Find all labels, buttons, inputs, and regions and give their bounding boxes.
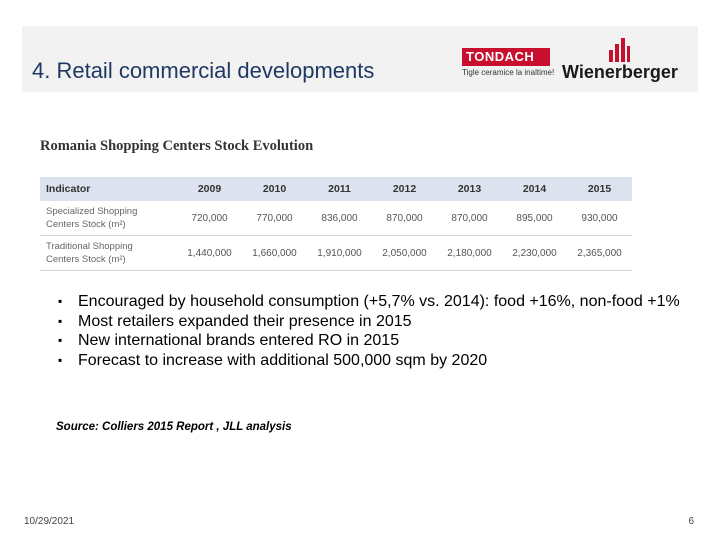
- row-label-line: Traditional Shopping: [46, 241, 133, 252]
- table-cell: 1,910,000: [307, 235, 372, 271]
- column-header: 2014: [522, 183, 547, 195]
- column-header: 2013: [457, 183, 482, 195]
- bullet-square-icon: ▪: [58, 313, 63, 328]
- page-number: 6: [688, 516, 694, 527]
- table-cell: 1,660,000: [242, 235, 307, 271]
- column-header: 2010: [262, 183, 287, 195]
- table-cell: 870,000: [372, 201, 437, 236]
- slide-title: 4. Retail commercial developments: [32, 58, 375, 83]
- row-label-line: Centers Stock (m²): [46, 254, 126, 265]
- table-cell: 2,230,000: [502, 235, 567, 271]
- column-header: 2012: [392, 183, 417, 195]
- tondach-logo: TONDACH: [462, 48, 550, 66]
- column-header: 2009: [197, 183, 222, 195]
- stock-table: Indicator 2009 2010 2011 2012 2013 2014 …: [40, 177, 632, 271]
- row-label-line: Specialized Shopping: [46, 206, 138, 217]
- source-note: Source: Colliers 2015 Report , JLL analy…: [56, 421, 292, 433]
- table-header-row: Indicator 2009 2010 2011 2012 2013 2014 …: [40, 177, 632, 201]
- logo-area: TONDACH Tigle ceramice la inaltime! Wien…: [460, 38, 692, 84]
- footer-date: 10/29/2021: [24, 516, 75, 527]
- column-header: Indicator: [46, 183, 91, 195]
- tondach-tagline: Tigle ceramice la inaltime!: [462, 68, 555, 77]
- header-band: [22, 26, 698, 92]
- bullet-square-icon: ▪: [58, 294, 63, 308]
- bullet-square-icon: ▪: [58, 333, 63, 347]
- table-title: Romania Shopping Centers Stock Evolution: [40, 138, 314, 154]
- bullet-item: ▪ New international brands entered RO in …: [58, 332, 400, 349]
- wienerberger-logo-icon: [609, 38, 630, 62]
- row-label: Specialized Shopping Centers Stock (m²): [40, 201, 177, 236]
- table-cell: 870,000: [437, 201, 502, 236]
- table-cell: 836,000: [307, 201, 372, 236]
- row-label-line: Centers Stock (m²): [46, 219, 126, 230]
- table-cell: 1,440,000: [177, 235, 242, 271]
- row-label: Traditional Shopping Centers Stock (m²): [40, 235, 177, 271]
- bullet-item: ▪ Most retailers expanded their presence …: [58, 312, 412, 330]
- bullet-item: ▪ Forecast to increase with additional 50…: [58, 351, 488, 369]
- table-cell: 895,000: [502, 201, 567, 236]
- column-header: 2011: [328, 183, 351, 195]
- table-row: Traditional Shopping Centers Stock (m²) …: [40, 235, 632, 271]
- table-cell: 2,050,000: [372, 235, 437, 271]
- table-cell: 720,000: [177, 201, 242, 236]
- bullet-square-icon: ▪: [58, 352, 63, 367]
- bullet-item: ▪ Encouraged by household consumption (+5…: [58, 293, 680, 310]
- table-cell: 770,000: [242, 201, 307, 236]
- wienerberger-logo-text: Wienerberger: [562, 62, 678, 82]
- table-cell: 2,180,000: [437, 235, 502, 271]
- table-cell: 930,000: [567, 201, 632, 236]
- table-cell: 2,365,000: [567, 235, 632, 271]
- table-row: Specialized Shopping Centers Stock (m²) …: [40, 201, 632, 236]
- tondach-logo-text: TONDACH: [466, 49, 535, 64]
- column-header: 2015: [587, 183, 612, 195]
- stock-table-block: Romania Shopping Centers Stock Evolution…: [40, 138, 636, 271]
- bullet-list: ▪ Encouraged by household consumption (+5…: [58, 292, 698, 370]
